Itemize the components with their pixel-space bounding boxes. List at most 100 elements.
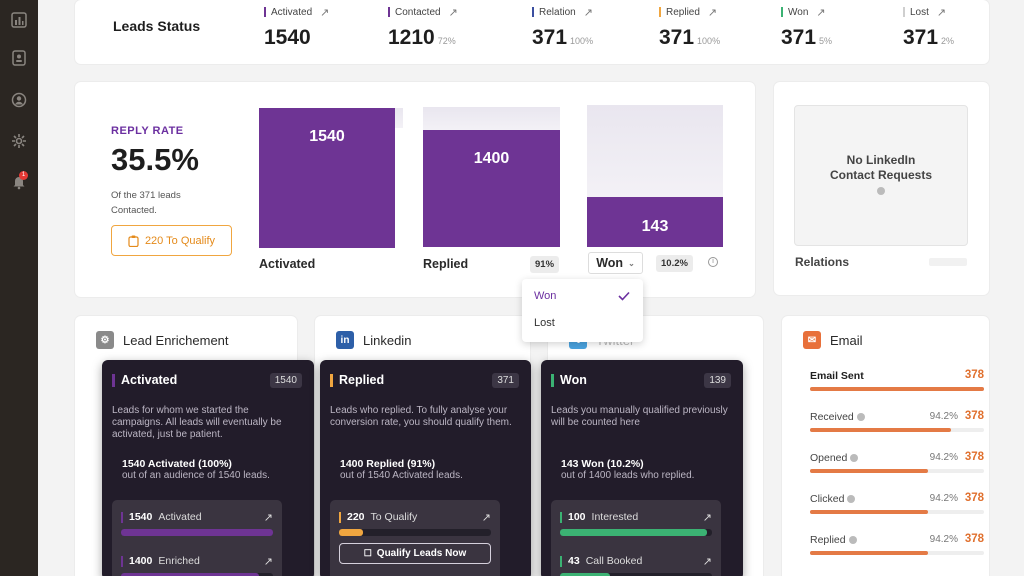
tooltip-summary: 143 Won (10.2%) [561,458,644,470]
arrow-up-right-icon[interactable]: ↗ [702,512,712,524]
tooltip-stats-panel: 220 To Qualify ↗ ☐ Qualify Leads Now [330,500,500,576]
arrow-up-right-icon[interactable]: ↗ [583,6,593,19]
arrow-up-right-icon[interactable]: ↗ [936,6,947,19]
tooltip-stat-row[interactable]: 1540 Activated ↗ [121,511,273,536]
email-row-value: 378 [964,410,984,422]
linkedin-requests-card: No LinkedIn Contact Requests Relations [774,82,989,295]
qualify-leads-now-button[interactable]: ☐ Qualify Leads Now [339,543,491,564]
tooltip-progress-fill [121,573,260,576]
email-row: Clicked 94.2% 378 [810,492,984,514]
status-label: Won [788,6,809,18]
status-replied[interactable]: Replied ↗ 371 100% [659,6,720,50]
tooltip-count: 1540 [269,373,302,388]
status-label: Activated [271,6,313,18]
arrow-up-right-icon[interactable]: ↗ [263,556,273,568]
tooltip-count: 371 [492,373,519,388]
funnel-bar-replied[interactable]: 1400 [423,130,560,247]
tooltip-summary-sub: out of an audience of 1540 leads. [122,470,270,481]
email-title: Email [830,333,863,348]
tooltip-color-bar [551,373,554,387]
email-progress-track [810,387,984,391]
arrow-up-right-icon[interactable]: ↗ [448,6,458,19]
dropdown-option-lost[interactable]: Lost [534,317,555,329]
tooltip-row-label: To Qualify [370,511,418,523]
status-won[interactable]: Won ↗ 371 5% [781,6,832,50]
arrow-up-right-icon[interactable]: ↗ [263,512,273,524]
reply-rate-label: REPLY RATE [111,125,184,137]
status-contacted[interactable]: Contacted ↗ 1210 72% [388,6,458,50]
status-percent: 2% [941,36,955,46]
tooltip-title: Activated [121,373,178,387]
email-row: Opened 94.2% 378 [810,451,984,473]
status-lost[interactable]: Lost ↗ 371 2% [903,6,954,50]
linkedin-icon: in [336,331,354,349]
funnel-value-activated: 1540 [309,128,345,145]
email-progress-track [810,551,984,555]
tooltip-progress-track [339,529,491,536]
tooltip-description: Leads for whom we started the campaigns.… [112,405,282,440]
email-row-label: Replied [810,534,846,546]
status-relation[interactable]: Relation ↗ 371 100% [532,6,593,50]
tooltip-stat-row[interactable]: 220 To Qualify ↗ [339,511,491,536]
tooltip-stat-row[interactable]: 43 Call Booked ↗ [560,555,712,576]
status-percent: 100% [570,36,594,46]
tooltip-activated: Activated 1540 Leads for whom we started t… [102,360,314,576]
email-progress-track [810,510,984,514]
arrow-up-right-icon[interactable]: ↗ [702,556,712,568]
replied-pct-chip: 91% [530,256,560,273]
tooltip-row-label: Call Booked [585,555,643,567]
arrow-up-right-icon[interactable]: ↗ [481,512,491,524]
tooltip-row-number: 1400 [129,555,153,567]
status-value: 371 [659,26,695,49]
status-value: 371 [781,26,817,49]
arrow-up-right-icon[interactable]: ↗ [816,6,826,19]
info-icon[interactable] [877,186,885,195]
tooltip-description: Leads who replied. To fully analyse your… [330,405,512,428]
info-icon[interactable] [856,413,865,422]
funnel-bar-activated[interactable]: 1540 [259,108,395,248]
info-icon[interactable] [850,454,859,463]
tooltip-stat-row[interactable]: 1400 Enriched ↗ [121,555,273,576]
reply-rate-description: Of the 371 leads Contacted. [111,190,181,216]
bell-icon[interactable]: 1 [5,168,33,196]
mail-icon: ✉ [803,331,821,349]
contacts-icon[interactable] [5,44,33,72]
tooltip-stat-row[interactable]: 100 Interested ↗ [560,511,712,536]
funnel-label-activated: Activated [259,257,316,271]
won-lost-select[interactable]: Won ⌄ [588,252,643,274]
status-activated[interactable]: Activated ↗ 1540 [264,6,329,50]
tooltip-color-bar [121,555,123,567]
email-row-value: 378 [964,369,984,381]
qualify-leads-now-label: Qualify Leads Now [376,548,467,559]
no-linkedin-message: No LinkedIn Contact Requests [829,153,933,182]
tooltip-progress-track [121,529,273,536]
email-progress-track [810,428,984,432]
email-progress-fill [810,387,984,391]
info-icon[interactable]: i [708,257,718,267]
tooltip-color-bar [121,511,123,523]
tooltip-title: Won [560,373,587,387]
funnel-bar-won[interactable]: 143 [587,197,723,247]
funnel-ghost-replied [423,107,560,130]
user-icon[interactable] [5,86,33,114]
to-qualify-button[interactable]: 220 To Qualify [111,225,232,256]
info-icon[interactable] [847,495,856,504]
email-progress-fill [810,510,929,514]
tooltip-row-label: Activated [158,511,202,523]
funnel-value-replied: 1400 [473,150,510,167]
status-color-bar [532,7,534,17]
gear-icon[interactable] [5,127,33,155]
funnel-ghost-won [587,105,723,197]
tooltip-row-number: 43 [568,555,580,567]
status-percent: 100% [697,36,721,46]
dropdown-option-won[interactable]: Won [534,290,557,302]
arrow-up-right-icon[interactable]: ↗ [320,6,330,19]
chart-icon[interactable] [5,6,33,34]
tooltip-progress-fill [121,529,273,536]
email-progress-track [810,469,984,473]
email-row-label: Received [810,411,854,423]
email-row-percent: 94.2% [929,534,958,545]
info-icon[interactable] [848,536,857,545]
arrow-up-right-icon[interactable]: ↗ [707,6,718,19]
email-row-value: 378 [964,533,984,545]
